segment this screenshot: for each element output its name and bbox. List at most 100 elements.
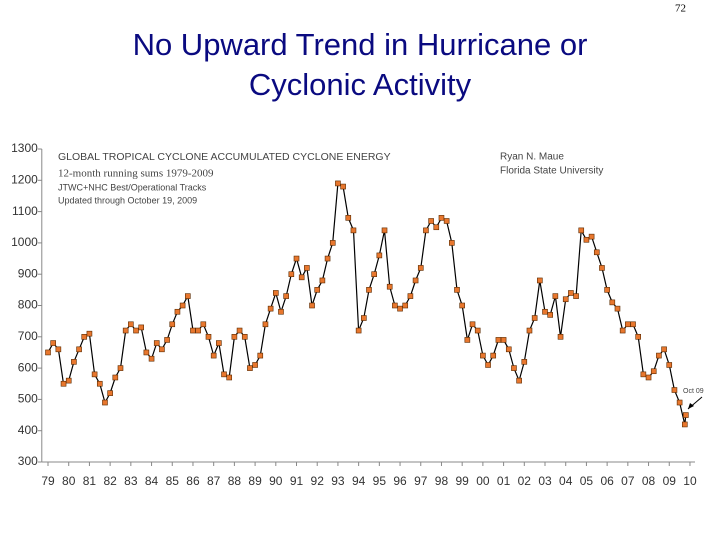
- x-tick-label: 07: [621, 474, 635, 488]
- data-point: [588, 233, 595, 240]
- data-point: [650, 368, 657, 375]
- data-point: [174, 308, 181, 315]
- chart-subtitle: 12-month running sums 1979-2009: [58, 168, 214, 180]
- data-point: [656, 352, 662, 359]
- data-point: [190, 327, 196, 334]
- annotation-arrowhead: [688, 403, 694, 409]
- data-point: [625, 321, 631, 328]
- y-tick-label: 400: [18, 423, 38, 437]
- data-point: [454, 287, 460, 293]
- data-point: [273, 290, 279, 296]
- data-point: [511, 365, 517, 371]
- data-point: [91, 371, 98, 378]
- x-tick-label: 84: [145, 474, 159, 488]
- data-point: [148, 355, 155, 362]
- data-point: [609, 299, 616, 306]
- x-tick-label: 02: [518, 474, 532, 488]
- x-tick-label: 86: [186, 474, 200, 488]
- data-point: [350, 227, 357, 234]
- data-point: [117, 365, 124, 371]
- data-point: [65, 377, 72, 384]
- data-point: [371, 271, 377, 278]
- data-point: [122, 327, 129, 334]
- x-tick-label: 08: [642, 474, 656, 488]
- y-tick-label: 1300: [11, 141, 38, 155]
- chart-note: Updated through October 19, 2009: [58, 195, 197, 205]
- data-point: [433, 224, 440, 231]
- data-point: [428, 218, 434, 224]
- data-point: [345, 215, 352, 221]
- data-point: [55, 346, 62, 353]
- data-point: [599, 265, 605, 271]
- data-point: [355, 327, 362, 334]
- x-tick-label: 00: [476, 474, 490, 488]
- data-point: [184, 293, 191, 299]
- data-point: [283, 293, 289, 299]
- slide-title: No Upward Trend in Hurricane or: [133, 27, 588, 62]
- data-point: [288, 271, 295, 278]
- x-tick-label: 04: [559, 474, 573, 488]
- data-point: [630, 321, 636, 328]
- data-point: [361, 315, 367, 321]
- data-point: [407, 293, 414, 299]
- data-point: [262, 321, 269, 328]
- y-tick-label: 1200: [11, 172, 38, 186]
- data-point: [366, 287, 372, 293]
- data-point: [474, 327, 481, 334]
- data-point: [485, 362, 491, 368]
- x-tick-label: 01: [497, 474, 511, 488]
- data-point: [542, 308, 548, 315]
- page-number: 72: [675, 3, 686, 15]
- data-point: [96, 380, 103, 387]
- data-point: [537, 277, 543, 284]
- data-point: [236, 327, 243, 334]
- data-point: [619, 327, 626, 334]
- x-tick-label: 83: [124, 474, 138, 488]
- data-point: [159, 346, 165, 353]
- data-point: [443, 218, 450, 224]
- data-point: [683, 412, 689, 418]
- data-point: [449, 240, 455, 246]
- data-point: [241, 333, 248, 340]
- data-point: [645, 374, 652, 381]
- data-point: [583, 236, 590, 243]
- data-point: [562, 296, 569, 303]
- data-point: [81, 333, 88, 340]
- data-point: [45, 349, 51, 356]
- data-point: [324, 255, 331, 262]
- data-point: [304, 265, 310, 271]
- data-point: [143, 349, 150, 356]
- data-point: [216, 340, 222, 346]
- x-tick-label: 87: [207, 474, 221, 488]
- data-point: [531, 315, 538, 321]
- data-point: [309, 302, 315, 309]
- data-point: [490, 352, 497, 359]
- data-point: [661, 346, 667, 353]
- data-point: [278, 308, 284, 315]
- data-point: [573, 293, 579, 299]
- chart-note: JTWC+NHC Best/Operational Tracks: [58, 182, 207, 192]
- data-point: [386, 283, 393, 290]
- data-point: [267, 305, 274, 312]
- data-point: [423, 227, 429, 234]
- y-tick-label: 800: [18, 298, 38, 312]
- data-point: [640, 371, 647, 378]
- data-point: [138, 324, 144, 331]
- x-tick-label: 05: [580, 474, 594, 488]
- data-point: [86, 330, 93, 337]
- data-point: [681, 421, 688, 428]
- x-tick-label: 03: [538, 474, 552, 488]
- data-point: [438, 215, 445, 221]
- data-point: [226, 374, 233, 381]
- data-point: [205, 333, 212, 340]
- annotation: Oct 09: [683, 388, 704, 395]
- data-point: [614, 305, 621, 312]
- data-point: [71, 359, 77, 365]
- data-point: [521, 359, 528, 365]
- data-point: [257, 352, 264, 359]
- data-point: [381, 227, 388, 234]
- x-tick-label: 90: [269, 474, 283, 488]
- x-tick-label: 88: [228, 474, 242, 488]
- data-point: [164, 337, 170, 343]
- data-point: [340, 183, 346, 190]
